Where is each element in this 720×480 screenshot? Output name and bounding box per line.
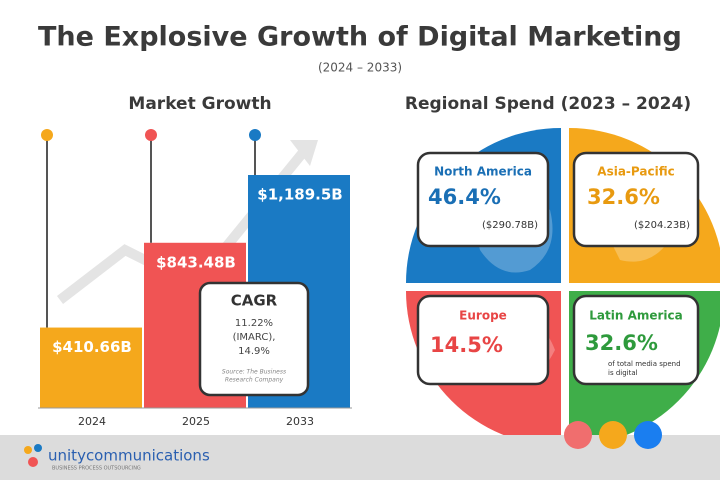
- region-name: North America: [434, 165, 532, 179]
- title: The Explosive Growth of Digital Marketin…: [38, 22, 682, 53]
- logo-mark: [34, 444, 42, 452]
- value-label: $843.48B: [156, 253, 236, 271]
- logo-mark: [24, 446, 32, 454]
- footer-dot: [564, 421, 592, 449]
- x-tick-label: 2025: [182, 415, 210, 428]
- logo-mark: [28, 457, 38, 467]
- region-name: Asia-Pacific: [597, 165, 674, 179]
- brand: unitycommunications: [48, 447, 210, 465]
- subtitle: (2024 – 2033): [318, 61, 402, 75]
- x-tick-label: 2033: [286, 415, 314, 428]
- region-cards: North America 46.4% ($290.78B) Asia-Paci…: [416, 151, 700, 386]
- footer-dot: [599, 421, 627, 449]
- tagline: BUSINESS PROCESS OUTSOURCING: [52, 466, 141, 472]
- region-card: [572, 151, 700, 248]
- cagr-title: CAGR: [231, 292, 278, 310]
- region-note: is digital: [608, 369, 638, 377]
- region-amount: ($204.23B): [634, 220, 690, 231]
- cagr-line: 14.9%: [238, 346, 270, 357]
- region-share: 32.6%: [587, 185, 660, 209]
- cagr-source: Source: The Business: [222, 369, 286, 376]
- cagr-box: CAGR 11.22% (IMARC), 14.9% Source: The B…: [198, 281, 310, 397]
- region-amount: ($290.78B): [482, 220, 538, 231]
- pin: [145, 129, 157, 141]
- footer-band: [0, 435, 720, 480]
- region-name: Latin America: [589, 309, 683, 323]
- region-name: Europe: [459, 309, 507, 323]
- region-note: of total media spend: [608, 360, 681, 368]
- chart-title: Market Growth: [128, 94, 271, 114]
- value-label: $1,189.5B: [257, 186, 342, 204]
- cagr-source: Research Company: [225, 377, 284, 384]
- region-card: [416, 294, 550, 386]
- logo: unitycommunications BUSINESS PROCESS OUT…: [24, 444, 210, 472]
- region-share: 46.4%: [428, 185, 501, 209]
- bar: [40, 327, 142, 408]
- regional-title: Regional Spend (2023 – 2024): [405, 94, 691, 114]
- cagr-card: [198, 281, 310, 397]
- region-share: 32.6%: [585, 331, 658, 355]
- region-share: 14.5%: [430, 333, 503, 357]
- x-tick-label: 2024: [78, 415, 106, 428]
- pin: [249, 129, 261, 141]
- footer-dot: [634, 421, 662, 449]
- cagr-line: (IMARC),: [233, 332, 276, 343]
- pin: [41, 129, 53, 141]
- cagr-line: 11.22%: [235, 318, 273, 329]
- trend-arrow-head: [290, 140, 318, 166]
- region-card: [416, 151, 550, 248]
- region-card: [572, 294, 700, 386]
- value-label: $410.66B: [52, 338, 132, 356]
